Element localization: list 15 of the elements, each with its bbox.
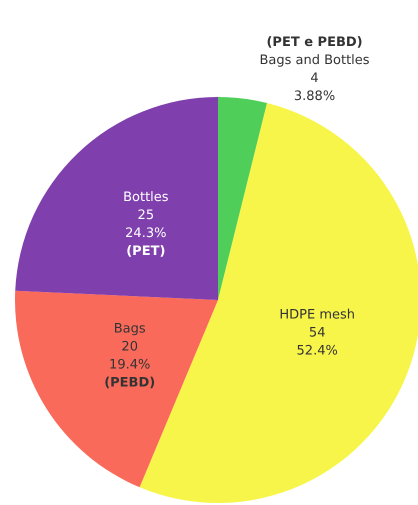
data-label: 4 [310,71,319,86]
slice-label: Bags and Bottles [259,53,370,68]
slice-label: HDPE mesh [279,307,356,322]
text: 3.88% [294,89,336,104]
slice-label: Bags [114,321,146,336]
data-label: 54 [308,325,326,340]
text: 24.3% [125,226,166,241]
text: (PET e PEBD) [266,35,363,50]
slice-label: Bottles [123,190,169,205]
text: 19.4% [109,357,150,372]
text: 52.4% [296,343,338,358]
data-label: 25 [138,208,154,223]
text: (PET) [126,244,166,259]
data-label: 20 [121,339,138,354]
text: (PEBD) [104,375,156,390]
